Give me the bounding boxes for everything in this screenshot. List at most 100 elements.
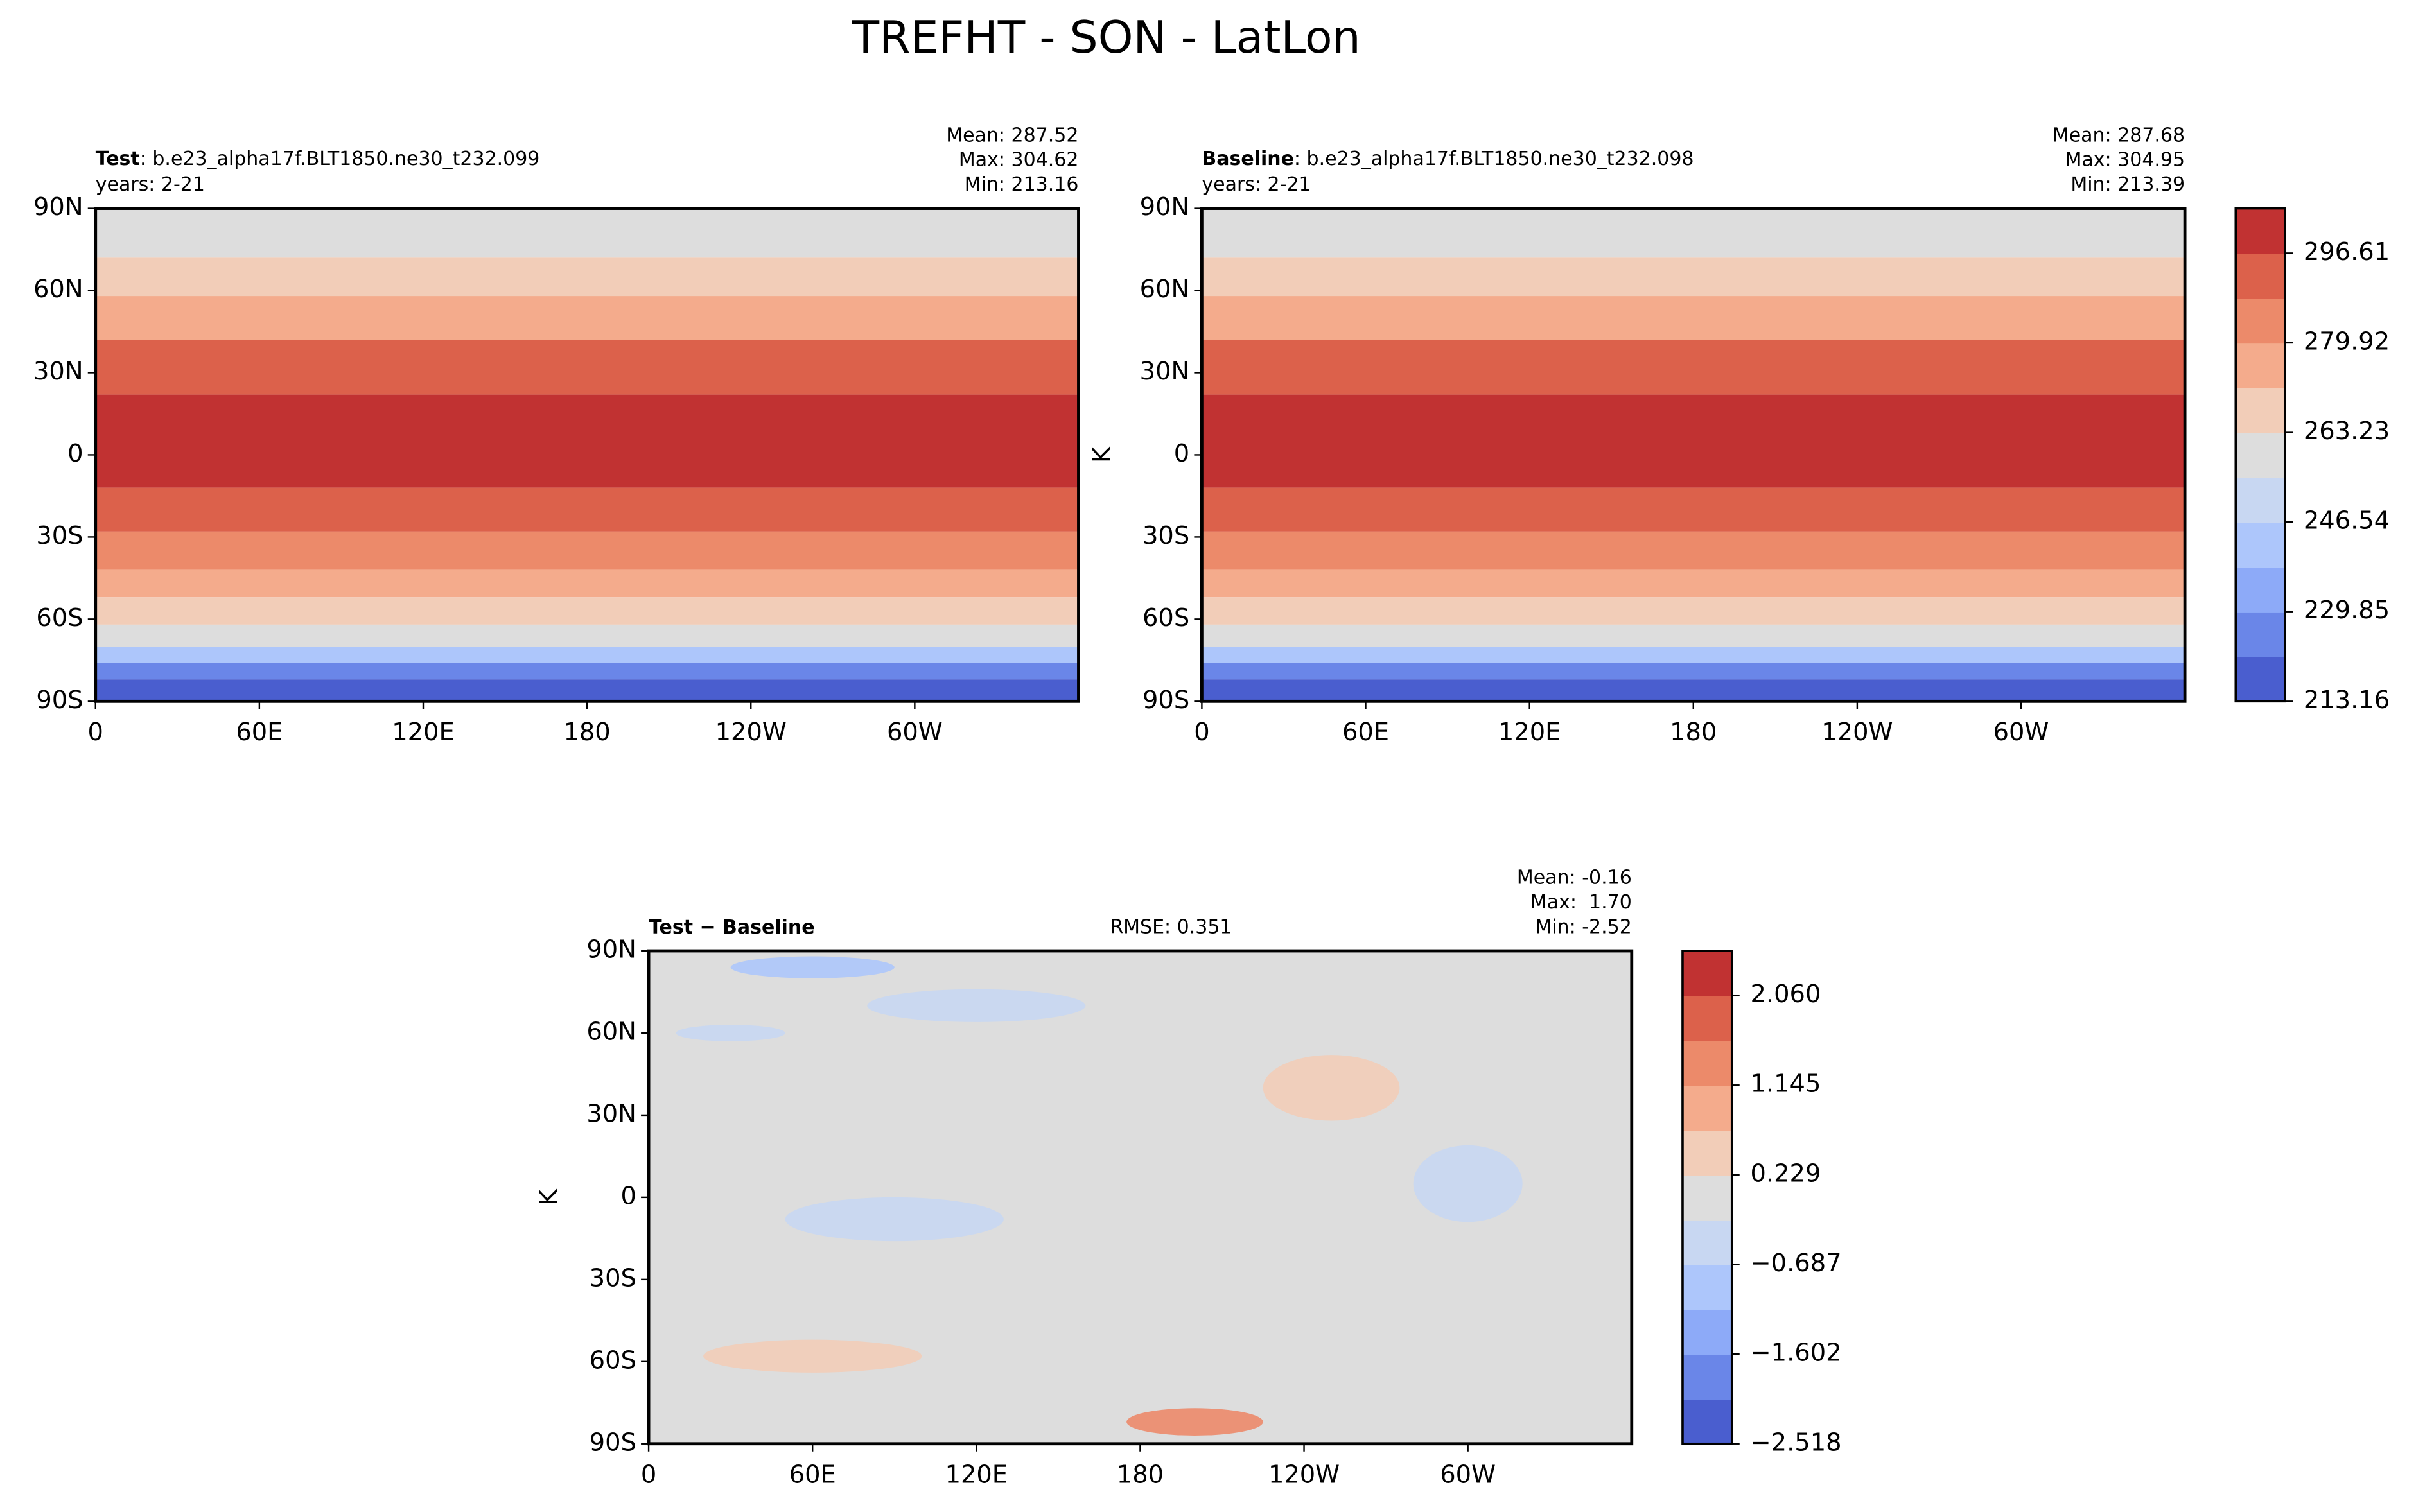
colorbar-tick-label: −1.602 (1751, 1339, 1842, 1368)
field-band (95, 487, 1079, 532)
panel-stat: Max: 304.62 (959, 149, 1079, 171)
field-band (1202, 597, 2185, 625)
y-tick-label: 90N (1140, 193, 1190, 222)
panel-label-bold: Test (96, 147, 140, 169)
colorbar-segment (1682, 951, 1732, 996)
colorbar-segment (1682, 1130, 1732, 1176)
field-patch (730, 956, 895, 978)
colorbar-segment (2236, 611, 2286, 657)
colorbar-tick-label: 246.54 (2304, 507, 2390, 535)
panel-rmse: RMSE: 0.351 (1110, 916, 1232, 939)
field-patch (676, 1025, 785, 1041)
colorbar-segment (2236, 387, 2286, 433)
colorbar-frame (2234, 207, 2286, 703)
field-band (95, 569, 1079, 598)
panel-label-rest: : b.e23_alpha17f.BLT1850.ne30_t232.098 (1294, 147, 1694, 169)
colorbar-segment (2236, 208, 2286, 254)
y-tick-label: 60S (1142, 604, 1189, 632)
field-band (95, 340, 1079, 395)
y-tick-label: 30S (36, 521, 83, 550)
field-band (1202, 394, 2185, 488)
y-tick-label: 0 (1174, 439, 1189, 468)
colorbar-tick-label: −2.518 (1751, 1428, 1842, 1457)
y-tick-label: 30S (590, 1264, 636, 1292)
y-tick-label: 90N (33, 193, 83, 222)
colorbar-tick-label: 279.92 (2304, 327, 2390, 356)
colorbar-segment (2236, 342, 2286, 388)
colorbar-segment (2236, 522, 2286, 568)
field-band (1202, 679, 2185, 702)
panel-label-rest: : b.e23_alpha17f.BLT1850.ne30_t232.099 (140, 147, 540, 169)
field-band (95, 208, 1079, 258)
colorbar-segment (2236, 432, 2286, 478)
colorbar-segment (2236, 298, 2286, 344)
panel-label-bold: Test − Baseline (649, 916, 815, 939)
colorbar-tick-label: 229.85 (2304, 596, 2390, 625)
panel-stat: Min: -2.52 (1535, 916, 1631, 939)
field-band (95, 296, 1079, 340)
field-band (1202, 340, 2185, 395)
y-tick-label: 90S (36, 686, 83, 715)
colorbar-tick-label: 263.23 (2304, 417, 2390, 446)
x-tick-label: 120W (1268, 1461, 1340, 1490)
panel-years: years: 2-21 (96, 173, 205, 196)
x-tick-label: 60W (1993, 718, 2049, 747)
colorbar-segment (1682, 1398, 1732, 1445)
x-tick-label: 0 (641, 1461, 656, 1490)
field-band (95, 647, 1079, 663)
colorbar-segment (1682, 1354, 1732, 1400)
y-tick-label: 60N (33, 275, 83, 304)
field-patch (785, 1197, 1004, 1242)
field-band (1202, 569, 2185, 598)
x-tick-label: 120W (715, 718, 787, 747)
y-tick-label: 0 (67, 439, 83, 468)
colorbar-segment (1682, 1264, 1732, 1310)
field-band (95, 679, 1079, 702)
figure-title: TREFHT - SON - LatLon (852, 12, 1361, 64)
panel-years: years: 2-21 (1202, 173, 1311, 196)
y-tick-label: 30N (1140, 357, 1190, 386)
colorbar-segment (2236, 477, 2286, 523)
colorbar-tick-label: −0.687 (1751, 1249, 1842, 1278)
y-tick-label: 90S (590, 1428, 636, 1457)
colorbar-segment (2236, 656, 2286, 702)
x-tick-label: 180 (1670, 718, 1717, 747)
y-tick-label: 30N (33, 357, 83, 386)
colorbar-tick-label: 296.61 (2304, 238, 2390, 266)
panel-stat: Min: 213.16 (965, 173, 1079, 196)
field-band (95, 394, 1079, 488)
y-tick-label: 60S (36, 604, 83, 632)
x-tick-label: 60W (887, 718, 943, 747)
y-axis-label: K (1087, 446, 1116, 463)
y-tick-label: 60N (586, 1017, 636, 1046)
panel-stat: Mean: -0.16 (1517, 867, 1632, 889)
field-band (1202, 663, 2185, 680)
field-patch (867, 989, 1086, 1022)
panel-label: Test − Baseline (649, 916, 815, 939)
colorbar-segment (1682, 1309, 1732, 1355)
field-band (95, 624, 1079, 647)
field-band (1202, 296, 2185, 340)
colorbar-tick-label: 2.060 (1751, 980, 1821, 1009)
x-tick-label: 60W (1440, 1461, 1496, 1490)
field-patch (1413, 1145, 1523, 1222)
x-tick-label: 60E (789, 1461, 836, 1490)
colorbar-segment (2236, 253, 2286, 299)
x-tick-label: 120E (945, 1461, 1008, 1490)
field-band (95, 597, 1079, 625)
y-tick-label: 90N (586, 935, 636, 964)
panel-stat: Max: 304.95 (2065, 149, 2185, 171)
field-patch (1263, 1055, 1400, 1121)
panel-label-bold: Baseline (1202, 147, 1294, 169)
colorbar-segment (2236, 566, 2286, 613)
field-band (95, 531, 1079, 570)
field-band (1202, 531, 2185, 570)
y-tick-label: 60N (1140, 275, 1190, 304)
x-tick-label: 120W (1821, 718, 1893, 747)
y-tick-label: 60S (590, 1346, 636, 1375)
colorbar-segment (1682, 1040, 1732, 1086)
x-tick-label: 60E (236, 718, 283, 747)
panel-stat: Mean: 287.52 (946, 124, 1078, 146)
y-tick-label: 90S (1142, 686, 1189, 715)
field-band (1202, 624, 2185, 647)
